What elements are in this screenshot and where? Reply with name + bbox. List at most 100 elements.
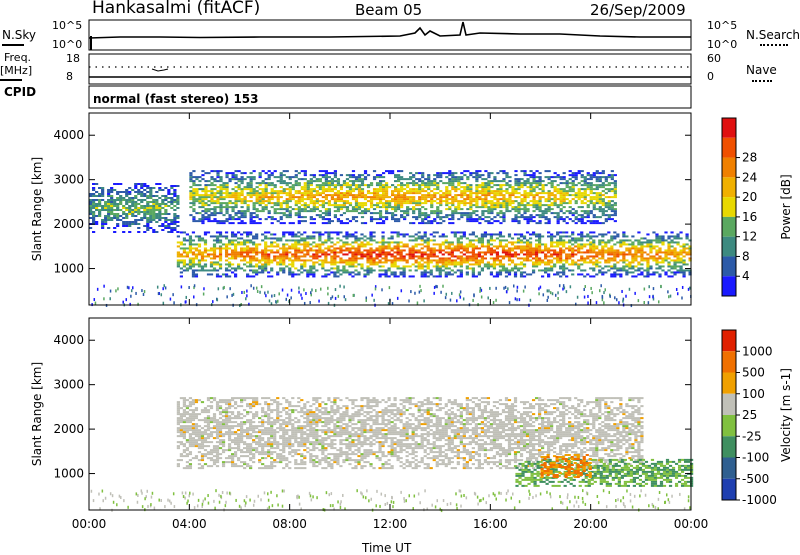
echo-cell (321, 265, 324, 267)
echo-cell (563, 190, 566, 192)
echo-cell (192, 196, 195, 198)
echo-cell (625, 243, 628, 245)
echo-cell (557, 206, 560, 208)
echo-cell (104, 219, 107, 221)
echo-cell (198, 176, 201, 178)
echo-cell (568, 245, 571, 247)
echo-cell (616, 235, 619, 237)
echo-cell (319, 192, 322, 194)
echo-cell (514, 253, 517, 255)
echo-cell (262, 202, 265, 204)
echo-cell (298, 198, 301, 200)
echo-cell (315, 251, 318, 253)
echo-cell (262, 170, 265, 172)
echo-cell (658, 241, 661, 243)
echo-cell (563, 218, 566, 220)
echo-cell (551, 194, 554, 196)
echo-cell (198, 202, 201, 204)
echo-cell (137, 191, 140, 193)
echo-cell (484, 216, 487, 218)
echo-cell (557, 218, 560, 220)
echo-cell (143, 195, 146, 197)
echo-cell (379, 174, 382, 176)
echo-cell (439, 194, 442, 196)
echo-cell (271, 172, 274, 174)
echo-cell (577, 245, 580, 247)
echo-cell (397, 206, 400, 208)
echo-cell (400, 178, 403, 180)
echo-cell (526, 196, 529, 198)
echo-cell (286, 210, 289, 212)
echo-cell (421, 259, 424, 261)
echo-cell (351, 245, 354, 247)
echo-cell (397, 196, 400, 198)
echo-cell (107, 227, 110, 229)
echo-cell (355, 176, 358, 178)
echo-cell (430, 233, 433, 235)
echo-cell (412, 188, 415, 190)
echo-cell (463, 231, 466, 233)
echo-cell (313, 210, 316, 212)
echo-cell (658, 237, 661, 239)
echo-cell (375, 241, 378, 243)
echo-cell (400, 186, 403, 188)
echo-cell (505, 172, 508, 174)
echo-cell (291, 259, 294, 261)
echo-cell (250, 196, 253, 198)
echo-cell (394, 214, 397, 216)
echo-cell (496, 271, 499, 273)
echo-cell (469, 267, 472, 269)
echo-cell (563, 200, 566, 202)
echo-cell (295, 176, 298, 178)
echo-cell (264, 251, 267, 253)
echo-cell (523, 184, 526, 186)
echo-cell (409, 269, 412, 271)
echo-cell (134, 211, 137, 213)
echo-cell (152, 207, 155, 209)
echo-cell (310, 184, 313, 186)
echo-cell (481, 204, 484, 206)
echo-cell (502, 239, 505, 241)
echo-cell (337, 184, 340, 186)
echo-cell (170, 207, 173, 209)
echo-cell (418, 261, 421, 263)
echo-cell (628, 239, 631, 241)
echo-cell (538, 208, 541, 210)
echo-cell (378, 255, 381, 257)
echo-cell (250, 214, 253, 216)
echo-cell (572, 188, 575, 190)
echo-cell (301, 188, 304, 190)
echo-cell (330, 249, 333, 251)
echo-cell (268, 200, 271, 202)
echo-cell (469, 192, 472, 194)
echo-cell (186, 247, 189, 249)
echo-cell (244, 210, 247, 212)
echo-cell (607, 259, 610, 261)
echo-cell (511, 186, 514, 188)
echo-cell (286, 298, 288, 301)
echo-cell (264, 257, 267, 259)
echo-cell (472, 231, 475, 233)
echo-cell (367, 196, 370, 198)
echo-cell (554, 194, 557, 196)
echo-cell (146, 219, 149, 221)
echo-cell (448, 174, 451, 176)
echo-cell (348, 235, 351, 237)
echo-cell (391, 263, 394, 265)
echo-cell (631, 247, 634, 249)
echo-cell (264, 237, 267, 239)
echo-cell (262, 208, 265, 210)
echo-cell (592, 261, 595, 263)
echo-cell (116, 217, 119, 219)
echo-cell (418, 249, 421, 251)
echo-cell (243, 231, 246, 233)
echo-cell (173, 215, 176, 217)
echo-cell (167, 219, 170, 221)
echo-cell (95, 205, 98, 207)
echo-cell (442, 200, 445, 202)
echo-cell (276, 301, 278, 304)
echo-cell (381, 235, 384, 237)
echo-cell (613, 267, 616, 269)
echo-cell (382, 180, 385, 182)
echo-cell (499, 184, 502, 186)
